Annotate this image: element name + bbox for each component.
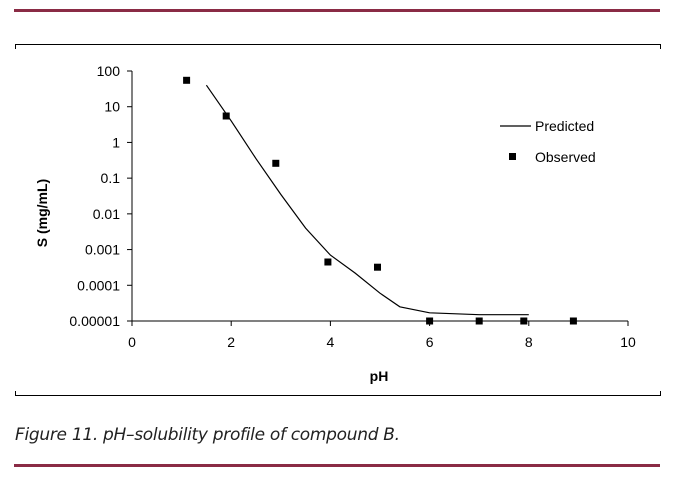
- y-tick-label: 100: [97, 63, 121, 79]
- chart-ticks: 0 2 4 6 8 10 0.00001 0.0001 0.001 0.01 0.1 1 10 100: [69, 63, 636, 350]
- x-tick-label: 2: [227, 334, 235, 350]
- y-tick-label: 0.00001: [69, 313, 120, 329]
- predicted-line: [205, 84, 529, 316]
- figure-frame-top: [15, 44, 661, 49]
- x-tick-label: 8: [525, 334, 533, 350]
- x-tick-label: 4: [327, 334, 335, 350]
- y-tick-label: 1: [112, 134, 120, 150]
- y-tick-label: 0.0001: [77, 277, 120, 293]
- bottom-rule: [14, 464, 660, 467]
- observed-point: [324, 258, 332, 266]
- legend-label-observed: Observed: [535, 149, 596, 165]
- chart-axes: [131, 71, 628, 322]
- chart-series: [183, 76, 577, 325]
- observed-point: [426, 317, 434, 325]
- legend-label-predicted: Predicted: [535, 118, 594, 134]
- figure-frame-bottom: [15, 391, 661, 396]
- x-tick-label: 0: [128, 334, 136, 350]
- observed-point: [520, 317, 528, 325]
- legend-marker-observed: [509, 153, 516, 160]
- top-rule: [14, 9, 660, 12]
- x-tick-label: 10: [620, 334, 636, 350]
- y-tick-label: 10: [104, 99, 120, 115]
- observed-point: [222, 112, 230, 120]
- observed-point: [475, 317, 483, 325]
- y-tick-label: 0.01: [93, 206, 120, 222]
- observed-point: [374, 263, 381, 271]
- x-axis-title: pH: [370, 368, 389, 384]
- figure-caption: Figure 11. pH–solubility profile of comp…: [15, 425, 400, 445]
- chart-legend: Predicted Observed: [500, 118, 596, 165]
- y-tick-label: 0.1: [101, 170, 121, 186]
- observed-point: [183, 76, 191, 84]
- observed-point: [272, 159, 280, 167]
- observed-point: [569, 317, 577, 325]
- y-tick-label: 0.001: [85, 242, 120, 258]
- y-axis-title: S (mg/mL): [34, 179, 50, 247]
- x-tick-label: 6: [426, 334, 434, 350]
